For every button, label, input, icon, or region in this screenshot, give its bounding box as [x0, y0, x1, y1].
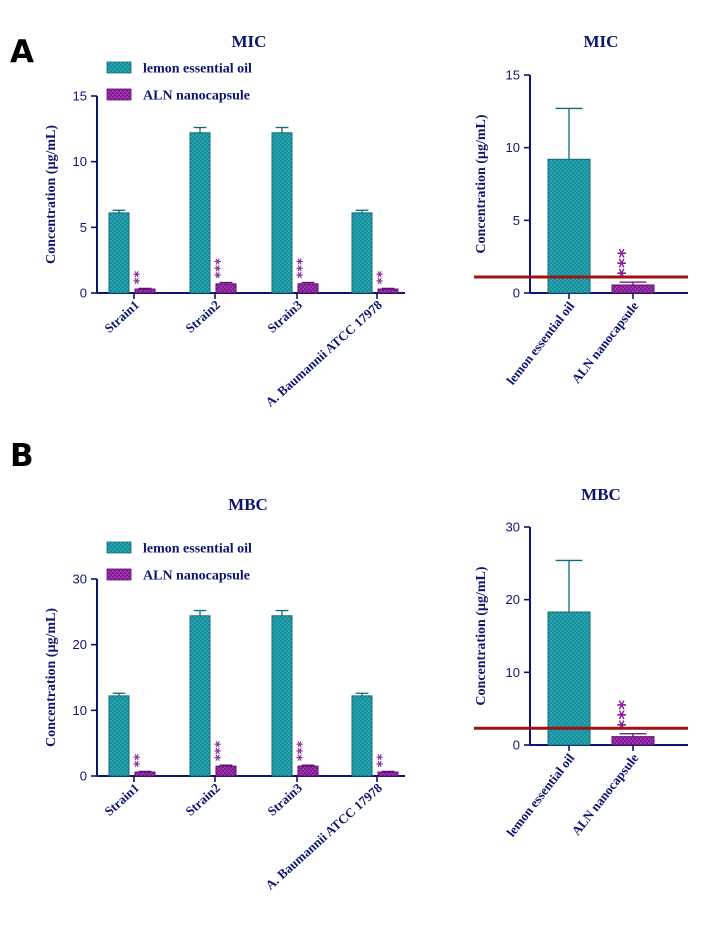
y-tick-label: 5: [80, 220, 87, 235]
chart-title: MBC: [581, 485, 621, 504]
y-tick-label: 10: [506, 665, 520, 680]
significance-label: **: [133, 271, 148, 285]
significance-label: ***: [614, 700, 636, 730]
y-tick-label: 10: [73, 703, 87, 718]
y-tick-label: 20: [506, 592, 520, 607]
bar-lemon-essential-oil: [271, 132, 293, 294]
significance-label: **: [376, 271, 391, 285]
y-tick-label: 0: [513, 738, 520, 753]
significance-label: **: [133, 754, 148, 768]
bar-lemon-essential-oil: [108, 212, 130, 294]
y-tick-label: 20: [73, 637, 87, 652]
chart-a-mic-summary: MIC Concentration (µg/mL) 0 5 10 15 lemon esse…: [474, 32, 688, 388]
bar-aln-nanocapsule: [297, 765, 319, 777]
y-axis-label: Concentration (µg/mL): [44, 125, 59, 264]
x-tick-label: Strain2: [182, 297, 223, 336]
legend-swatch-lemon: [106, 61, 132, 74]
x-tick-label: Strain3: [264, 297, 305, 336]
bar-aln-nanocapsule: [377, 288, 399, 294]
bar-lemon-essential-oil: [351, 212, 373, 294]
bar-lemon-essential-oil: [108, 695, 130, 777]
legend-swatch-aln: [106, 88, 132, 101]
chart-a-mic-strains: MIC Concentration (µg/mL) 0 5 10 15 ** Strain1 *…: [44, 32, 405, 410]
chart-title: MIC: [232, 32, 267, 51]
x-tick-label: Strain1: [101, 780, 142, 819]
x-tick-label: ALN nanocapsule: [568, 298, 641, 386]
x-tick-label: lemon essential oil: [503, 750, 577, 839]
chart-b-mbc-summary: MBC Concentration (µg/mL) 0 10 20 30 lemon ess…: [474, 485, 688, 840]
bar-aln-nanocapsule: [215, 765, 237, 777]
bar-lemon-essential-oil: [271, 615, 293, 777]
chart-b-mbc-strains: MBC Concentration (µg/mL) 0 10 20 30 ** Strain1…: [44, 495, 405, 893]
bar-aln-nanocapsule: [611, 736, 655, 746]
y-tick-label: 5: [513, 213, 520, 228]
significance-label: ***: [614, 248, 636, 278]
y-tick-label: 15: [506, 68, 520, 83]
y-axis-label: Concentration (µg/mL): [44, 608, 59, 747]
significance-label: ***: [214, 741, 229, 762]
legend-label-aln: ALN nanocapsule: [143, 569, 250, 584]
legend-label-lemon: lemon essential oil: [143, 62, 252, 77]
y-axis-label: Concentration (µg/mL): [474, 566, 489, 705]
legend-swatch-lemon: [106, 541, 132, 554]
chart-title: MIC: [584, 32, 619, 51]
legend-label-aln: ALN nanocapsule: [143, 89, 250, 104]
legend-swatch-aln: [106, 568, 132, 581]
x-tick-label: Strain3: [264, 780, 305, 819]
y-tick-label: 30: [506, 520, 520, 535]
bar-aln-nanocapsule: [297, 283, 319, 294]
bar-aln-nanocapsule: [611, 284, 655, 294]
significance-label: ***: [214, 258, 229, 279]
significance-label: **: [376, 754, 391, 768]
chart-title: MBC: [228, 495, 268, 514]
bar-lemon-essential-oil: [547, 611, 591, 746]
y-tick-label: 10: [506, 140, 520, 155]
y-tick-label: 30: [73, 572, 87, 587]
x-tick-label: Strain1: [101, 297, 142, 336]
bar-aln-nanocapsule: [377, 771, 399, 777]
bar-aln-nanocapsule: [134, 771, 156, 777]
bar-lemon-essential-oil: [351, 695, 373, 777]
y-axis-label: Concentration (µg/mL): [474, 114, 489, 253]
panel-label-b: B: [10, 438, 34, 474]
y-tick-label: 10: [73, 154, 87, 169]
bar-aln-nanocapsule: [134, 288, 156, 294]
bar-lemon-essential-oil: [547, 158, 591, 294]
x-tick-label: Strain2: [182, 780, 223, 819]
bar-aln-nanocapsule: [215, 283, 237, 294]
y-tick-label: 0: [80, 769, 87, 784]
x-tick-label: lemon essential oil: [503, 298, 577, 387]
y-tick-label: 0: [513, 286, 520, 301]
y-tick-label: 15: [73, 89, 87, 104]
legend-label-lemon: lemon essential oil: [143, 542, 252, 557]
significance-label: ***: [296, 741, 311, 762]
y-tick-label: 0: [80, 286, 87, 301]
significance-label: ***: [296, 258, 311, 279]
x-tick-label: ALN nanocapsule: [568, 750, 641, 838]
bar-lemon-essential-oil: [189, 615, 211, 777]
panel-label-a: A: [10, 34, 34, 70]
bar-lemon-essential-oil: [189, 132, 211, 294]
